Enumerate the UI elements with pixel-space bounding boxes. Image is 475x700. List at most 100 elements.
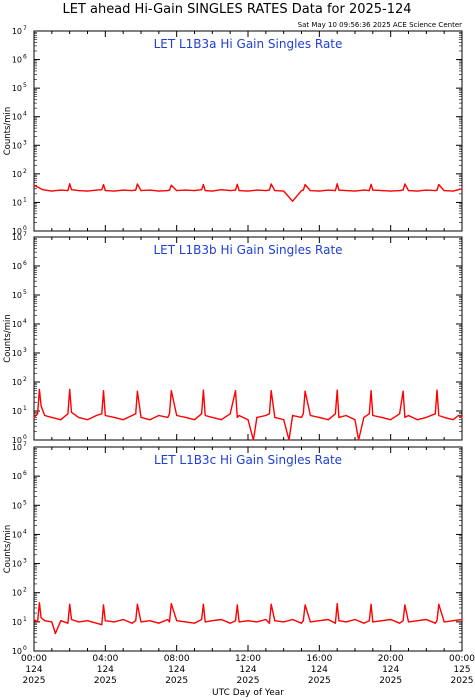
data-point <box>135 620 137 622</box>
data-point <box>168 189 171 191</box>
data-point <box>265 414 267 417</box>
x-tick-label: 08:00 124 2025 <box>164 654 190 686</box>
data-point <box>402 189 404 191</box>
data-point <box>334 190 336 192</box>
data-point <box>270 183 272 185</box>
data-point <box>236 604 238 606</box>
data-point <box>70 411 73 413</box>
data-point <box>270 603 272 605</box>
y-tick-label: 10 <box>12 291 22 300</box>
data-point <box>158 622 160 624</box>
y-tick-exponent: 0 <box>23 645 27 652</box>
data-point <box>443 621 445 623</box>
data-point <box>268 622 270 624</box>
y-tick-label: 10 <box>12 560 22 569</box>
y-axis-label: Counts/min <box>3 525 13 574</box>
y-tick-exponent: 1 <box>23 616 27 623</box>
data-point <box>33 416 35 418</box>
data-point <box>69 388 71 391</box>
data-point <box>168 621 171 623</box>
data-point <box>416 419 418 421</box>
data-point <box>336 183 338 185</box>
data-point <box>102 184 105 186</box>
y-tick-label: 10 <box>12 378 22 387</box>
data-point <box>51 621 53 623</box>
data-point <box>452 620 454 622</box>
panel-title: LET L1B3b Hi Gain Singles Rate <box>153 243 342 257</box>
data-point <box>149 189 151 191</box>
y-tick-label: 10 <box>12 443 22 452</box>
data-point <box>211 416 213 418</box>
data-point <box>354 190 356 192</box>
data-point <box>193 419 196 421</box>
x-tick-label: 16:00 124 2025 <box>306 654 332 686</box>
data-point <box>443 190 445 192</box>
data-point <box>404 604 406 606</box>
data-point <box>247 190 249 192</box>
data-point <box>104 190 106 192</box>
y-tick-exponent: 5 <box>23 82 27 89</box>
data-point <box>358 439 360 441</box>
data-point <box>302 413 304 415</box>
data-point <box>38 388 41 391</box>
data-point <box>438 603 440 605</box>
data-point <box>234 189 237 191</box>
data-point <box>193 190 196 192</box>
data-point <box>292 618 294 621</box>
data-point <box>78 190 80 192</box>
data-point <box>334 622 336 624</box>
data-point <box>69 183 71 185</box>
data-point <box>44 414 46 417</box>
data-point <box>336 389 338 391</box>
x-tick-label: 20:00 124 2025 <box>378 654 404 686</box>
data-point <box>149 419 151 421</box>
data-point <box>140 621 142 623</box>
data-point <box>167 190 169 192</box>
data-point <box>404 183 406 185</box>
data-point <box>234 620 237 622</box>
data-point <box>167 416 169 418</box>
y-tick-label: 10 <box>12 320 22 329</box>
data-point <box>101 413 103 415</box>
data-point <box>168 413 171 415</box>
data-point <box>318 416 320 418</box>
data-point <box>425 416 427 418</box>
x-tick-label: 04:00 124 2025 <box>92 654 118 686</box>
data-point <box>407 621 410 623</box>
data-point <box>95 189 97 191</box>
data-point <box>300 622 303 624</box>
data-point <box>402 390 404 392</box>
data-point <box>202 184 204 186</box>
data-point <box>425 618 427 621</box>
data-point <box>220 419 222 421</box>
data-point <box>86 190 89 192</box>
data-point <box>122 189 124 191</box>
x-axis-label: UTC Day of Year <box>212 688 284 698</box>
data-point <box>252 439 254 441</box>
plot-frame <box>33 30 463 232</box>
data-point <box>229 190 231 192</box>
data-point <box>338 189 340 191</box>
y-tick-label: 10 <box>12 349 22 358</box>
data-point <box>101 624 103 626</box>
data-point <box>283 621 285 623</box>
data-point <box>229 622 231 624</box>
data-point <box>67 622 69 624</box>
data-point <box>304 390 306 392</box>
data-point <box>170 603 172 605</box>
data-point <box>51 416 53 418</box>
data-point <box>381 620 383 622</box>
data-point <box>202 603 204 605</box>
data-point <box>136 390 138 392</box>
data-point <box>304 184 306 186</box>
data-point <box>158 414 160 417</box>
y-tick-exponent: 0 <box>23 225 27 232</box>
data-point <box>37 621 39 623</box>
data-point <box>302 620 304 622</box>
y-tick-label: 10 <box>12 227 22 236</box>
data-point <box>443 416 445 418</box>
data-point <box>158 190 160 192</box>
y-tick-label: 10 <box>12 436 22 445</box>
